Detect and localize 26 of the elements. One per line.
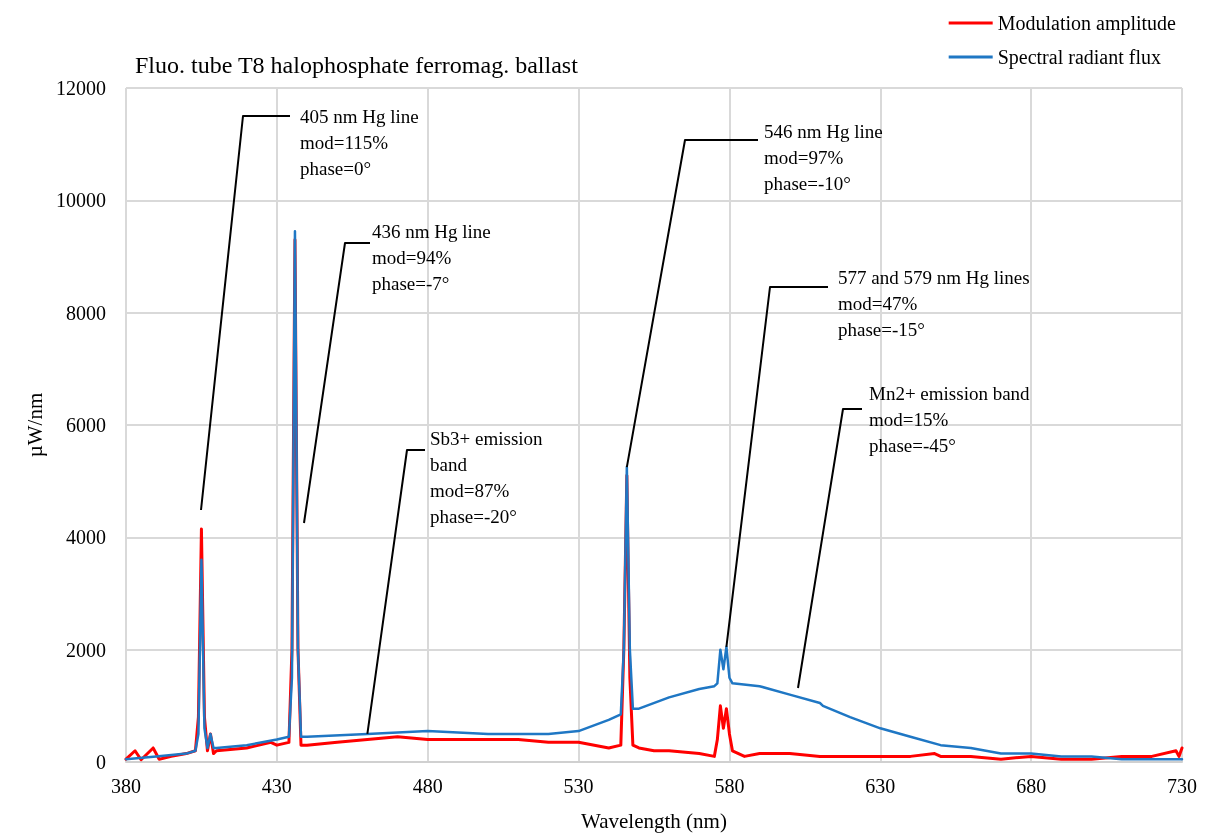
legend-label: Modulation amplitude bbox=[997, 12, 1177, 35]
annotation: Mn2+ emission band mod=15% phase=-45° bbox=[869, 382, 1031, 456]
y-axis-title: µW/nm bbox=[22, 392, 47, 458]
legend-label: Spectral radiant flux bbox=[997, 46, 1161, 69]
y-tick-label: 2000 bbox=[66, 638, 106, 661]
x-tick-label: 680 bbox=[1016, 775, 1047, 797]
x-tick-label: 630 bbox=[865, 775, 896, 797]
annotation: 405 nm Hg line mod=115% phase=0° bbox=[300, 105, 419, 179]
y-tick-label: 8000 bbox=[66, 301, 106, 324]
x-tick-label: 480 bbox=[412, 775, 443, 797]
annotation: 546 nm Hg line mod=97% phase=-10° bbox=[764, 120, 883, 194]
x-tick-label: 430 bbox=[261, 775, 292, 797]
x-tick-label: 580 bbox=[714, 775, 745, 797]
x-tick-label: 380 bbox=[111, 775, 141, 797]
y-tick-label: 4000 bbox=[66, 526, 106, 549]
y-tick-label: 10000 bbox=[56, 189, 106, 212]
annotation: 577 and 579 nm Hg lines mod=47% phase=-15° bbox=[838, 266, 1030, 340]
x-axis-title: Wavelength (nm) bbox=[581, 808, 727, 833]
y-tick-label: 6000 bbox=[66, 414, 106, 436]
y-tick-label: 0 bbox=[96, 751, 106, 773]
chart-title: Fluo. tube T8 halophosphate ferromag. ballast bbox=[135, 52, 579, 78]
annotation: Sb3+ emission band mod=87% phase=-20° bbox=[430, 427, 544, 527]
annotation: 436 nm Hg line mod=94% phase=-7° bbox=[372, 220, 491, 294]
y-tick-label: 12000 bbox=[56, 77, 106, 99]
x-tick-label: 730 bbox=[1167, 775, 1197, 797]
x-tick-label: 530 bbox=[563, 775, 594, 797]
